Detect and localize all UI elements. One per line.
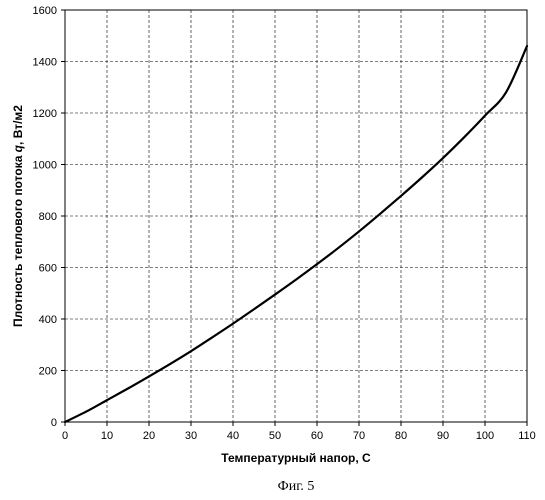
x-tick-label: 0	[62, 430, 68, 442]
y-axis-title-prefix: Плотность теплового потока	[11, 152, 25, 327]
y-tick-label: 600	[39, 263, 57, 275]
y-tick-label: 800	[39, 211, 57, 223]
x-tick-label: 50	[269, 430, 281, 442]
x-tick-label: 70	[353, 430, 365, 442]
x-tick-label: 110	[518, 430, 536, 442]
y-axis-tick-labels: 0 200 400 600 800 1000 1200 1400 1600	[33, 5, 57, 429]
y-tick-label: 0	[51, 417, 57, 429]
grid	[65, 10, 527, 422]
y-axis-title-symbol: q	[11, 144, 25, 152]
x-tick-label: 20	[143, 430, 155, 442]
x-tick-label: 60	[311, 430, 323, 442]
figure-caption: Фиг. 5	[278, 479, 315, 494]
y-tick-label: 1600	[33, 5, 57, 17]
x-axis-title: Температурный напор, С	[221, 451, 371, 465]
x-tick-label: 10	[101, 430, 113, 442]
y-axis-title-suffix: , Вт/м2	[11, 105, 25, 145]
x-tick-label: 40	[227, 430, 239, 442]
x-tick-label: 80	[395, 430, 407, 442]
tick-marks	[61, 9, 528, 426]
y-tick-label: 400	[39, 314, 57, 326]
y-tick-label: 1000	[33, 160, 57, 172]
x-tick-label: 90	[437, 430, 449, 442]
x-tick-label: 30	[185, 430, 197, 442]
y-tick-label: 1200	[33, 108, 57, 120]
y-tick-label: 200	[39, 366, 57, 378]
x-axis-tick-labels: 0 10 20 30 40 50 60 70 80 90 100 110	[62, 430, 536, 442]
y-tick-label: 1400	[33, 57, 57, 69]
heat-flux-curve	[63, 44, 529, 424]
x-tick-label: 100	[476, 430, 494, 442]
y-axis-title: Плотность теплового потока q, Вт/м2	[11, 105, 25, 327]
